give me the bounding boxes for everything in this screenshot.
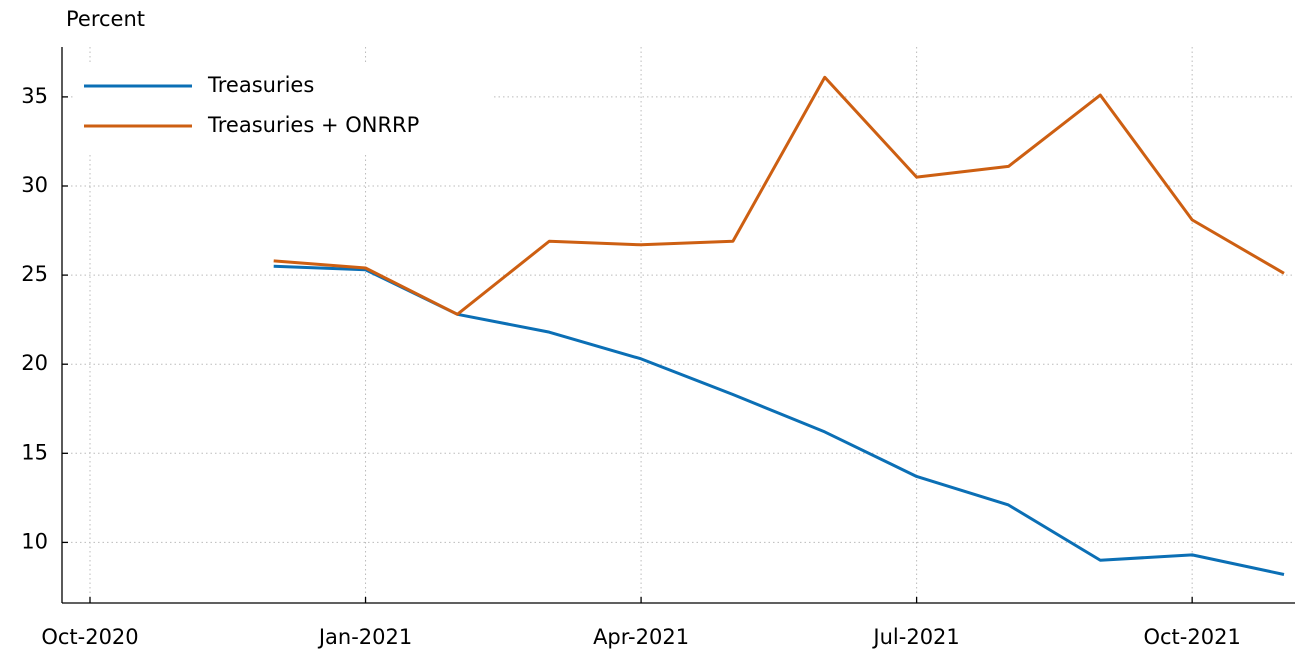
- legend-label: Treasuries + ONRRP: [207, 113, 419, 137]
- y-tick-label: 10: [21, 529, 48, 553]
- x-tick-label: Apr-2021: [593, 625, 689, 649]
- legend-box: [74, 62, 494, 154]
- legend-label: Treasuries: [207, 73, 314, 97]
- x-tick-label: Jul-2021: [871, 625, 959, 649]
- x-tick-label: Jan-2021: [317, 625, 412, 649]
- x-tick-label: Oct-2021: [1143, 625, 1240, 649]
- y-tick-label: 20: [21, 351, 48, 375]
- series-line: [273, 75, 1285, 316]
- y-axis-label: Percent: [66, 7, 145, 31]
- y-tick-label: 30: [21, 173, 48, 197]
- y-tick-label: 35: [21, 84, 48, 108]
- legend: Treasuries Treasuries + ONRRP: [74, 62, 494, 154]
- x-tick-label: Oct-2020: [41, 625, 138, 649]
- series-line: [273, 264, 1285, 576]
- y-tick-label: 15: [21, 440, 48, 464]
- y-tick-label: 25: [21, 262, 48, 286]
